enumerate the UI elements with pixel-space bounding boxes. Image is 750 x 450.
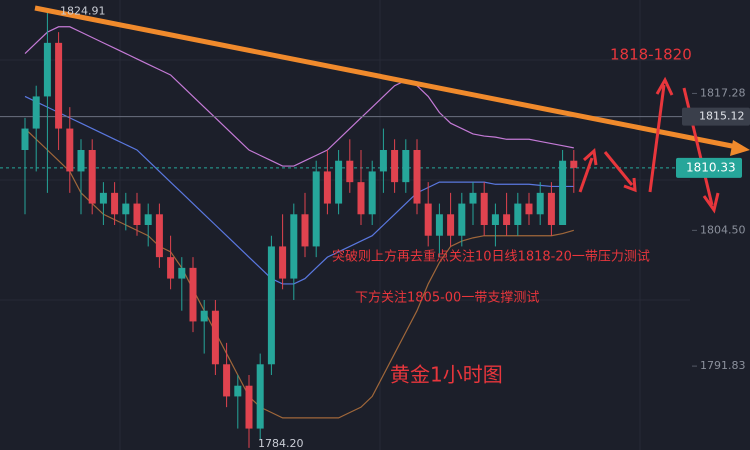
low-label: 1784.20: [258, 437, 304, 450]
candle-body: [447, 214, 455, 236]
candle-body: [256, 364, 264, 429]
arrow-head: [623, 177, 637, 193]
indicator-line: [24, 128, 574, 419]
candle-body: [357, 182, 365, 215]
candle-body: [77, 150, 85, 172]
arrow-head: [655, 76, 674, 96]
candle-body: [469, 192, 477, 204]
candle-body: [43, 42, 51, 97]
high-label: 1824.91: [60, 5, 106, 18]
candle-body: [346, 160, 354, 183]
candle-body: [559, 160, 567, 225]
candle-body: [144, 214, 152, 225]
last-price-label: 1810.33: [686, 160, 736, 174]
annotation: 下方关注1805-00一带支撑测试: [355, 290, 539, 306]
y-tick-label: 1804.50: [700, 223, 746, 236]
annotation: 突破则上方再去重点关注10日线1818-20一带压力测试: [332, 249, 650, 265]
candle-body: [267, 246, 275, 365]
candle-body: [525, 203, 533, 215]
candle-body: [301, 214, 309, 247]
candle-body: [514, 203, 522, 225]
candle-body: [211, 310, 219, 365]
candle-body: [503, 214, 511, 225]
candle-body: [391, 150, 399, 183]
candle-body: [234, 385, 242, 397]
candle-body: [122, 203, 130, 215]
candle-body: [21, 128, 29, 150]
marker-price-label: 1815.12: [699, 110, 745, 123]
trend-arrow: [730, 140, 750, 156]
candle-body: [178, 267, 186, 279]
candle-body: [290, 214, 298, 279]
candle-body: [88, 150, 96, 204]
candle-body: [133, 203, 141, 225]
last-price-box: [676, 157, 742, 178]
arrow: [603, 151, 634, 186]
candle-body: [424, 203, 432, 236]
y-tick-label: 1791.83: [700, 359, 746, 372]
price-axis: 1817.28 1804.50 1791.83 1815.12 1810.33 1824.…: [60, 5, 750, 450]
candle-body: [223, 364, 231, 397]
chart-title: 黄金1小时图: [390, 363, 503, 387]
y-tick-label: 1817.28: [700, 86, 746, 99]
candle-body: [200, 310, 208, 322]
indicator-line: [24, 95, 574, 285]
forecast-arrows: [578, 76, 720, 214]
arrow: [682, 87, 714, 206]
candle-body: [368, 171, 376, 215]
candle-body: [55, 42, 63, 129]
arrow-head: [702, 192, 720, 214]
candle-body: [536, 192, 544, 215]
candle-body: [547, 192, 555, 225]
candle-body: [570, 160, 578, 168]
arrow: [648, 84, 666, 193]
target-label: 1818-1820: [610, 46, 692, 64]
candle-body: [402, 150, 410, 183]
candle-body: [245, 385, 253, 429]
candle-body: [379, 150, 387, 172]
candle-body: [155, 214, 163, 258]
candle-body: [491, 214, 499, 225]
arrow: [578, 157, 594, 193]
candle-body: [312, 171, 320, 247]
candle-body: [413, 150, 421, 204]
candle-body: [167, 257, 175, 279]
indicator-line: [24, 26, 574, 167]
candle-body: [279, 246, 287, 279]
candle-body: [335, 160, 343, 204]
plot: [0, 11, 690, 448]
candle-body: [66, 128, 74, 172]
marker-price-box: [682, 107, 750, 126]
candle-body: [32, 96, 40, 129]
candle-body: [189, 267, 197, 322]
candle-body: [99, 192, 107, 204]
candle-body: [111, 192, 119, 215]
candle-body: [323, 171, 331, 204]
candle-body: [458, 203, 466, 236]
trend-line: [34, 5, 743, 151]
candle-body: [435, 214, 443, 236]
arrow-head: [582, 148, 598, 166]
candle-body: [480, 192, 488, 225]
